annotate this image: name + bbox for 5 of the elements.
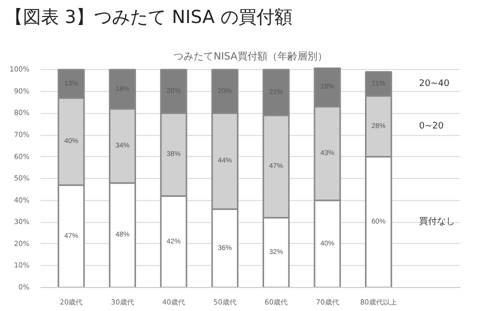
- text: 20~40: [419, 78, 450, 89]
- chart-subtitle: つみたてNISA買付額（年齢層別）: [174, 50, 328, 62]
- text: 買付なし: [419, 216, 456, 228]
- chart-title: 【図表 3】つみたて NISA の買付額: [5, 6, 292, 30]
- text: 0~20: [419, 121, 444, 132]
